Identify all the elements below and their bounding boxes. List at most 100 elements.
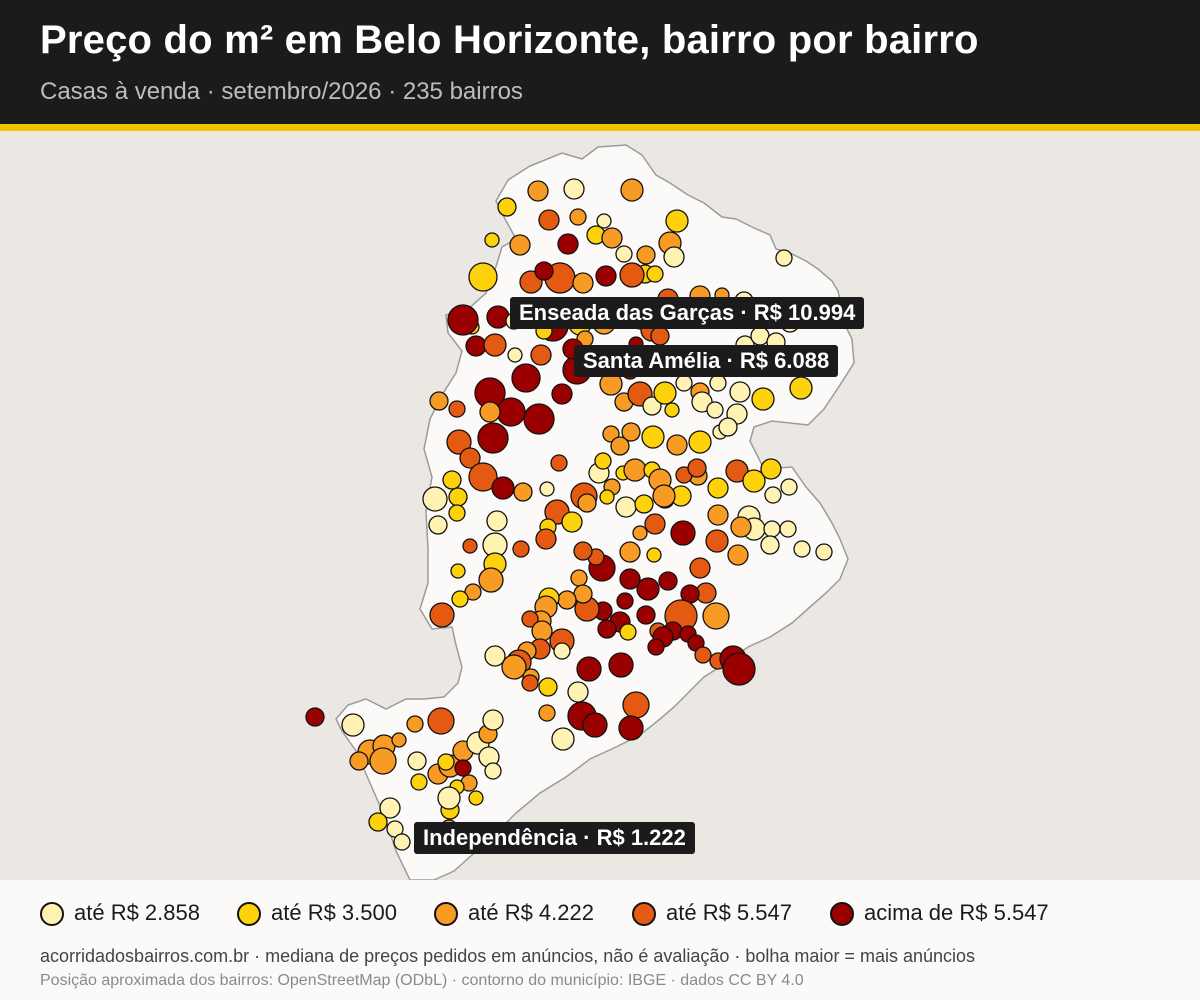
neighborhood-bubble[interactable] bbox=[468, 462, 498, 492]
neighborhood-bubble[interactable] bbox=[570, 569, 588, 587]
neighborhood-bubble[interactable] bbox=[507, 347, 523, 363]
neighborhood-bubble[interactable] bbox=[709, 374, 727, 392]
neighborhood-bubble[interactable] bbox=[349, 751, 369, 771]
neighborhood-bubble[interactable] bbox=[789, 376, 813, 400]
neighborhood-bubble[interactable] bbox=[707, 504, 729, 526]
neighborhood-bubble[interactable] bbox=[539, 481, 555, 497]
neighborhood-bubble[interactable] bbox=[763, 520, 781, 538]
neighborhood-bubble[interactable] bbox=[652, 484, 676, 508]
neighborhood-bubble[interactable] bbox=[484, 762, 502, 780]
neighborhood-bubble[interactable] bbox=[636, 577, 660, 601]
neighborhood-bubble[interactable] bbox=[647, 638, 665, 656]
neighborhood-bubble[interactable] bbox=[557, 233, 579, 255]
neighborhood-bubble[interactable] bbox=[521, 674, 539, 692]
neighborhood-bubble[interactable] bbox=[454, 759, 472, 777]
neighborhood-bubble[interactable] bbox=[760, 458, 782, 480]
neighborhood-bubble[interactable] bbox=[527, 180, 549, 202]
neighborhood-bubble[interactable] bbox=[484, 645, 506, 667]
neighborhood-bubble[interactable] bbox=[447, 304, 479, 336]
neighborhood-bubble[interactable] bbox=[391, 732, 407, 748]
neighborhood-bubble[interactable] bbox=[450, 563, 466, 579]
neighborhood-bubble[interactable] bbox=[599, 489, 615, 505]
neighborhood-bubble[interactable] bbox=[764, 486, 782, 504]
neighborhood-bubble[interactable] bbox=[727, 544, 749, 566]
neighborhood-bubble[interactable] bbox=[610, 436, 630, 456]
neighborhood-bubble[interactable] bbox=[465, 335, 487, 357]
neighborhood-bubble[interactable] bbox=[491, 476, 515, 500]
neighborhood-bubble[interactable] bbox=[621, 422, 641, 442]
neighborhood-bubble[interactable] bbox=[484, 232, 500, 248]
neighborhood-bubble[interactable] bbox=[534, 261, 554, 281]
neighborhood-bubble[interactable] bbox=[780, 478, 798, 496]
neighborhood-bubble[interactable] bbox=[641, 425, 665, 449]
neighborhood-bubble[interactable] bbox=[557, 590, 577, 610]
neighborhood-bubble[interactable] bbox=[815, 543, 833, 561]
neighborhood-bubble[interactable] bbox=[670, 520, 696, 546]
neighborhood-bubble[interactable] bbox=[594, 452, 612, 470]
neighborhood-bubble[interactable] bbox=[477, 422, 509, 454]
neighborhood-bubble[interactable] bbox=[653, 381, 677, 405]
neighborhood-bubble[interactable] bbox=[341, 713, 365, 737]
neighborhood-bubble[interactable] bbox=[636, 245, 656, 265]
neighborhood-bubble[interactable] bbox=[597, 619, 617, 639]
neighborhood-bubble[interactable] bbox=[550, 454, 568, 472]
neighborhood-bubble-map[interactable] bbox=[0, 131, 1200, 880]
neighborhood-bubble[interactable] bbox=[619, 262, 645, 288]
neighborhood-bubble[interactable] bbox=[730, 516, 752, 538]
neighborhood-bubble[interactable] bbox=[650, 326, 670, 346]
neighborhood-bubble[interactable] bbox=[665, 209, 689, 233]
neighborhood-bubble[interactable] bbox=[742, 469, 766, 493]
neighborhood-bubble[interactable] bbox=[483, 333, 507, 357]
neighborhood-bubble[interactable] bbox=[551, 727, 575, 751]
neighborhood-bubble[interactable] bbox=[427, 707, 455, 735]
neighborhood-bubble[interactable] bbox=[760, 535, 780, 555]
neighborhood-bubble[interactable] bbox=[775, 249, 793, 267]
neighborhood-bubble[interactable] bbox=[567, 681, 589, 703]
neighborhood-bubble[interactable] bbox=[702, 602, 730, 630]
neighborhood-bubble[interactable] bbox=[646, 265, 664, 283]
neighborhood-bubble[interactable] bbox=[687, 458, 707, 478]
neighborhood-bubble[interactable] bbox=[573, 584, 593, 604]
neighborhood-bubble[interactable] bbox=[535, 528, 557, 550]
neighborhood-bubble[interactable] bbox=[694, 646, 712, 664]
neighborhood-bubble[interactable] bbox=[530, 344, 552, 366]
neighborhood-bubble[interactable] bbox=[615, 496, 637, 518]
neighborhood-bubble[interactable] bbox=[663, 246, 685, 268]
neighborhood-bubble[interactable] bbox=[689, 557, 711, 579]
neighborhood-bubble[interactable] bbox=[582, 712, 608, 738]
neighborhood-bubble[interactable] bbox=[407, 751, 427, 771]
neighborhood-bubble[interactable] bbox=[379, 797, 401, 819]
neighborhood-bubble[interactable] bbox=[305, 707, 325, 727]
neighborhood-bubble[interactable] bbox=[479, 401, 501, 423]
neighborhood-bubble[interactable] bbox=[619, 541, 641, 563]
neighborhood-bubble[interactable] bbox=[718, 417, 738, 437]
neighborhood-bubble[interactable] bbox=[513, 482, 533, 502]
neighborhood-bubble[interactable] bbox=[442, 470, 462, 490]
neighborhood-bubble[interactable] bbox=[675, 374, 693, 392]
neighborhood-bubble[interactable] bbox=[468, 262, 498, 292]
neighborhood-bubble[interactable] bbox=[462, 538, 478, 554]
neighborhood-bubble[interactable] bbox=[664, 402, 680, 418]
neighborhood-bubble[interactable] bbox=[793, 540, 811, 558]
neighborhood-bubble[interactable] bbox=[551, 383, 573, 405]
neighborhood-bubble[interactable] bbox=[619, 623, 637, 641]
neighborhood-bubble[interactable] bbox=[446, 429, 472, 455]
neighborhood-bubble[interactable] bbox=[561, 511, 583, 533]
neighborhood-bubble[interactable] bbox=[779, 520, 797, 538]
neighborhood-bubble[interactable] bbox=[608, 652, 634, 678]
neighborhood-bubble[interactable] bbox=[448, 487, 468, 507]
neighborhood-bubble[interactable] bbox=[369, 747, 397, 775]
neighborhood-bubble[interactable] bbox=[620, 178, 644, 202]
neighborhood-bubble[interactable] bbox=[448, 504, 466, 522]
neighborhood-bubble[interactable] bbox=[501, 654, 527, 680]
neighborhood-bubble[interactable] bbox=[531, 620, 553, 642]
neighborhood-bubble[interactable] bbox=[429, 391, 449, 411]
neighborhood-bubble[interactable] bbox=[410, 773, 428, 791]
neighborhood-bubble[interactable] bbox=[688, 430, 712, 454]
neighborhood-bubble[interactable] bbox=[573, 541, 593, 561]
neighborhood-bubble[interactable] bbox=[622, 691, 650, 719]
neighborhood-bubble[interactable] bbox=[619, 568, 641, 590]
neighborhood-bubble[interactable] bbox=[511, 363, 541, 393]
neighborhood-bubble[interactable] bbox=[634, 494, 654, 514]
neighborhood-bubble[interactable] bbox=[751, 387, 775, 411]
